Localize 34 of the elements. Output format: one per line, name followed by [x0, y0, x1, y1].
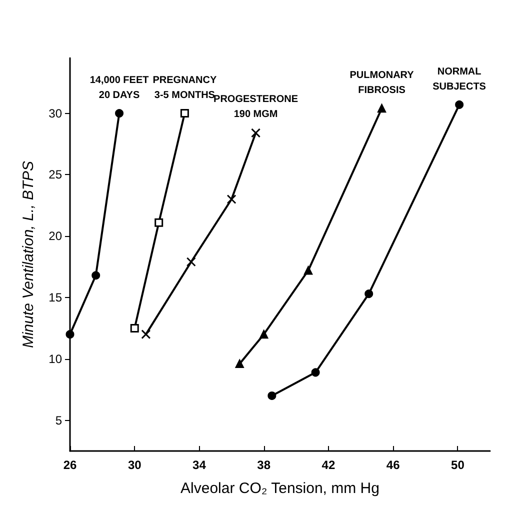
x-axis-title: Alveolar CO₂ Tension, mm Hg [180, 480, 380, 497]
point [180, 109, 189, 118]
point [378, 104, 386, 113]
x-tick-label: 42 [322, 458, 336, 472]
x-tick-label: 30 [128, 458, 142, 472]
x-tick-label: 38 [257, 458, 271, 472]
point [260, 330, 268, 339]
point [154, 218, 164, 227]
point [66, 330, 74, 339]
x-tick-label: 46 [386, 458, 400, 472]
text: 14,000 FEET 20 DAYS [90, 75, 149, 102]
y-tick-label: 10 [48, 352, 62, 366]
point [268, 391, 276, 400]
y-tick-label: 20 [48, 229, 62, 244]
text: PULMONARY FIBROSIS [350, 70, 414, 96]
x-tick-label: 50 [451, 458, 465, 472]
x-tick-label: 26 [63, 458, 77, 472]
y-axis-title: Minute Ventilation, L., BTPS [20, 160, 37, 348]
point [235, 360, 244, 368]
y-tick-label: 15 [48, 290, 62, 304]
point [311, 368, 320, 377]
point [304, 266, 313, 275]
y-tick-label: 5 [55, 413, 62, 428]
x-tick-label: 34 [192, 458, 206, 472]
point [186, 257, 196, 267]
text: NORMAL SUBJECTS [432, 66, 486, 92]
point [92, 271, 100, 280]
point [115, 109, 124, 118]
point [364, 290, 374, 298]
point [130, 324, 139, 332]
y-tick-label: 30 [48, 106, 62, 120]
y-tick-label: 25 [48, 168, 62, 182]
point [226, 194, 236, 204]
point [455, 100, 464, 109]
